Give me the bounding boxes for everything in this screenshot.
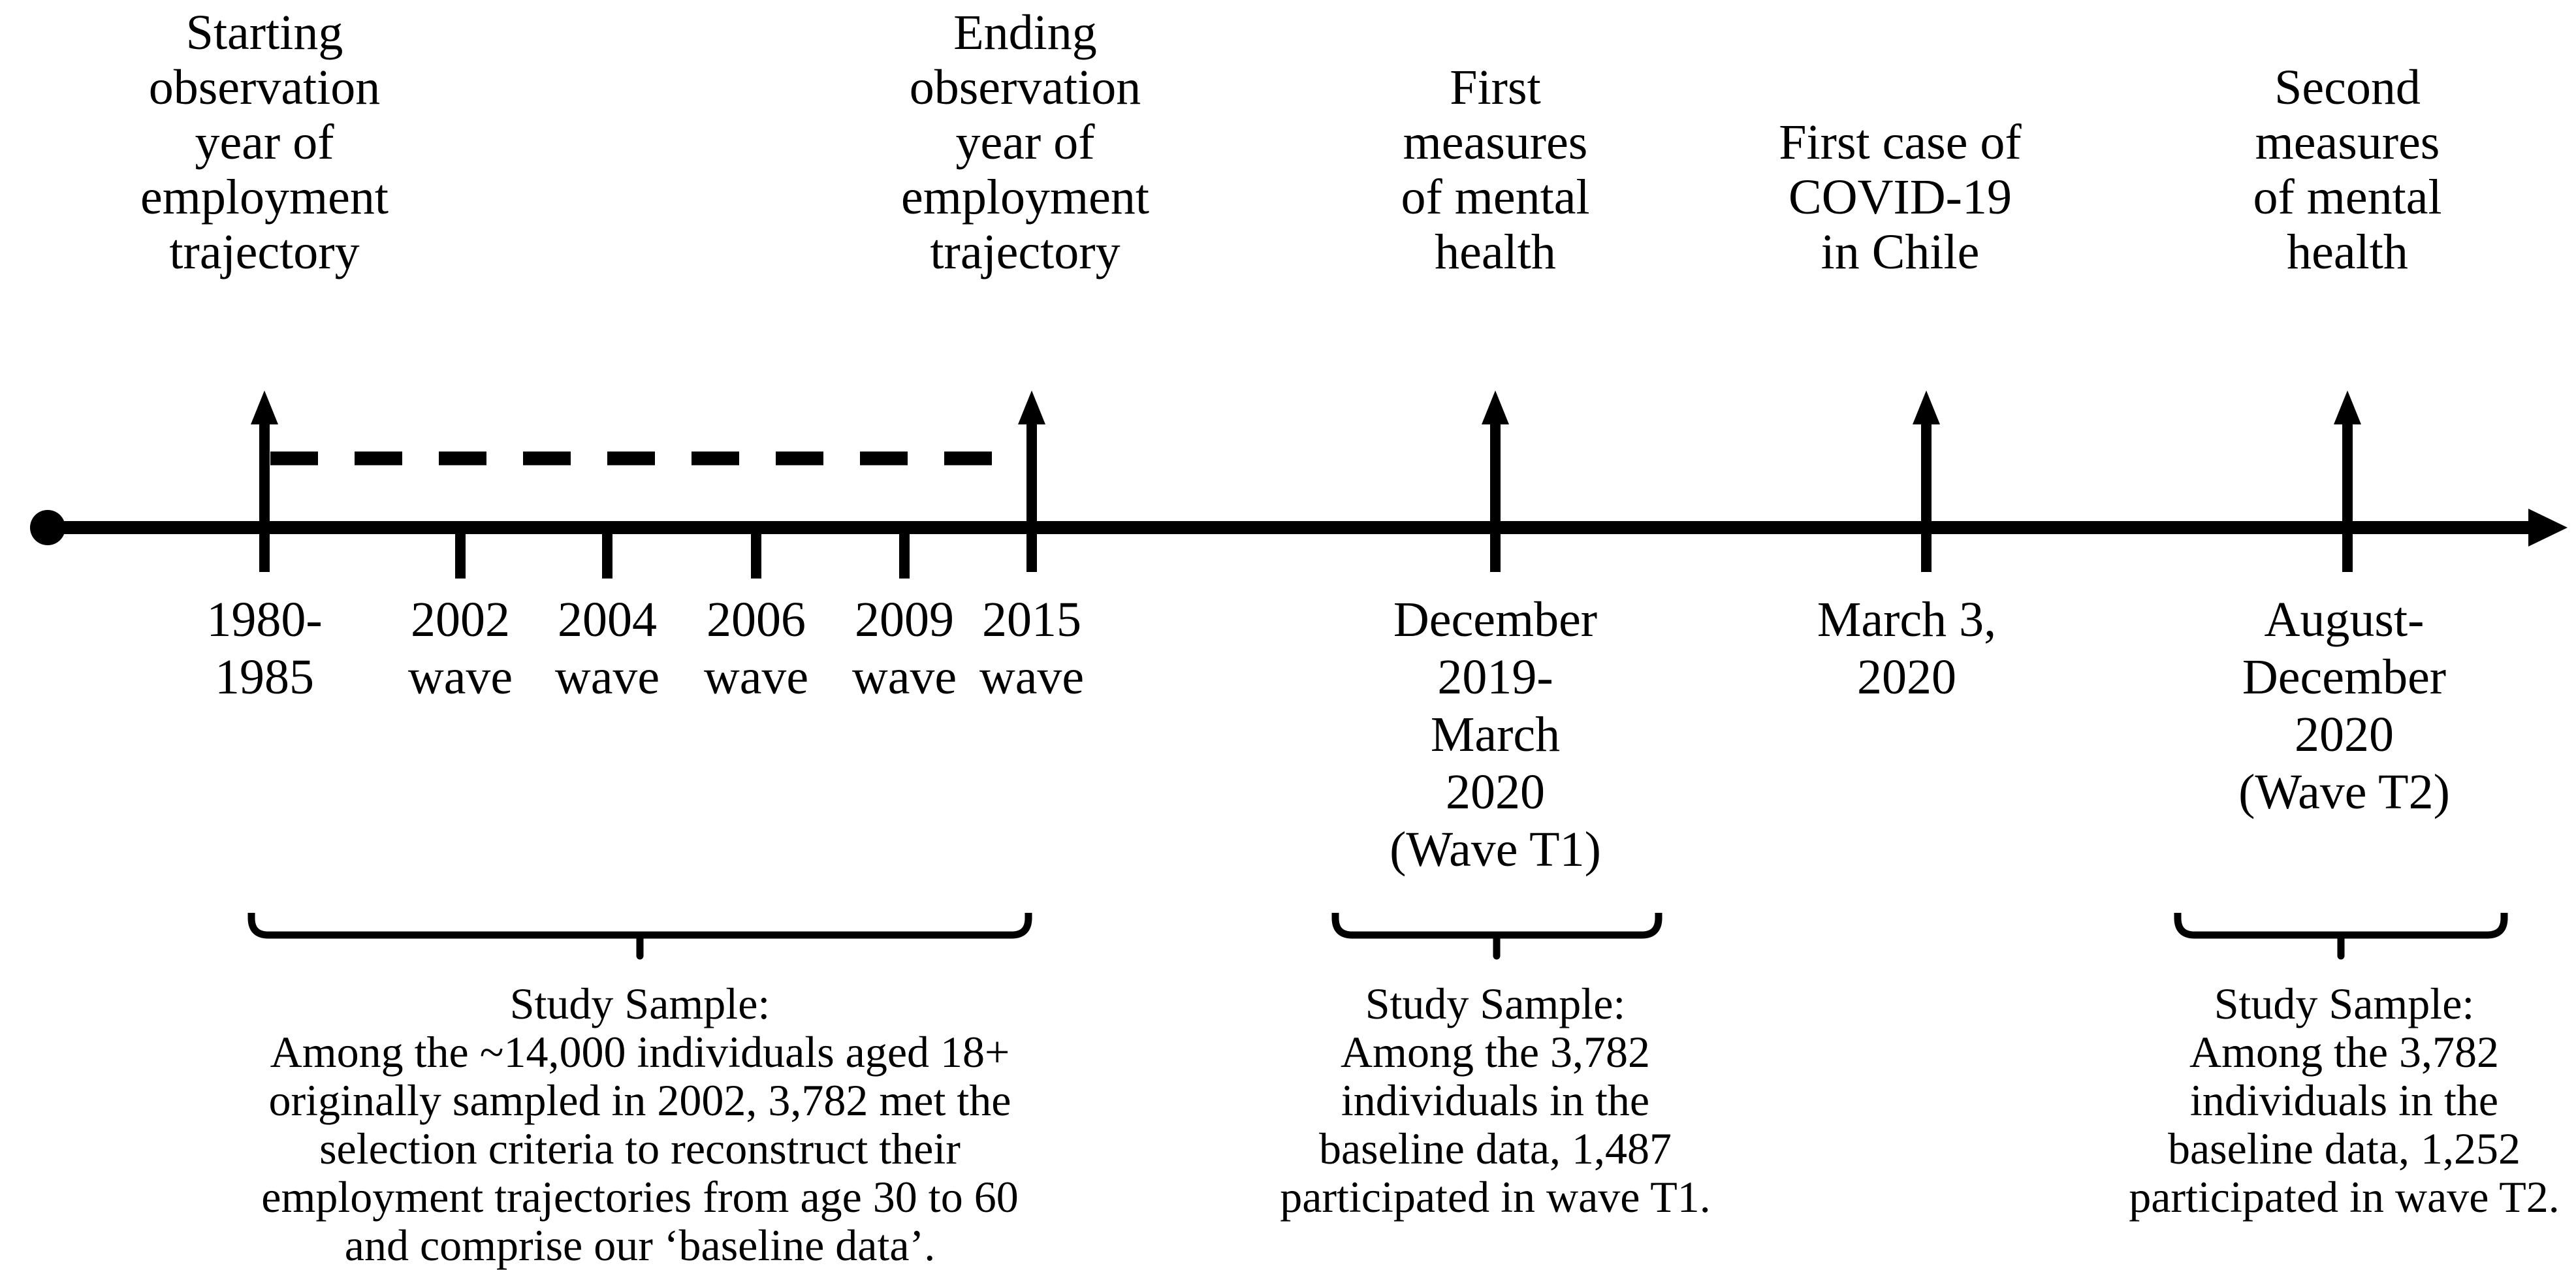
tick-label-2002-wave: 2002 wave xyxy=(407,592,513,705)
tick-label-wave-t1: December 2019- March 2020 (Wave T1) xyxy=(1390,592,1601,877)
event-arrow-wave-t1 xyxy=(1482,390,1509,572)
note-wave-t2-sample: Study Sample: Among the 3,782 individual… xyxy=(2129,979,2560,1222)
up-arrowhead-icon xyxy=(251,390,278,424)
tick-label-wave-t2: August- December 2020 (Wave T2) xyxy=(2238,592,2450,819)
brace-wave-t1-sample xyxy=(1331,913,1662,960)
label-first-measures: First measures of mental health xyxy=(1401,60,1590,279)
event-arrow-wave-t2 xyxy=(2334,390,2361,572)
tick-label-march-3-2020: March 3, 2020 xyxy=(1817,592,1997,705)
note-wave-t1-sample: Study Sample: Among the 3,782 individual… xyxy=(1280,979,1711,1222)
label-first-case-covid: First case of COVID-19 in Chile xyxy=(1779,115,2022,279)
up-arrowhead-icon xyxy=(1018,390,1045,424)
timeline-axis-arrowhead-icon xyxy=(2528,509,2568,547)
label-second-measures: Second measures of mental health xyxy=(2253,60,2442,279)
brace-baseline-sample xyxy=(247,913,1032,960)
label-starting-observation: Starting observation year of employment … xyxy=(140,5,389,279)
label-ending-observation: Ending observation year of employment tr… xyxy=(901,5,1149,279)
note-baseline-sample: Study Sample: Among the ~14,000 individu… xyxy=(261,979,1019,1270)
event-arrow-covid-first-case xyxy=(1913,390,1940,572)
up-arrowhead-icon xyxy=(1482,390,1509,424)
up-arrowhead-icon xyxy=(1913,390,1940,424)
tick-label-2006-wave: 2006 wave xyxy=(703,592,809,705)
event-arrow-end-observation xyxy=(1018,390,1045,572)
tick-label-1980-1985: 1980- 1985 xyxy=(206,592,323,705)
brace-wave-t2-sample xyxy=(2174,913,2508,960)
tick-label-2009-wave: 2009 wave xyxy=(851,592,957,705)
event-arrow-start-observation xyxy=(251,390,278,572)
tick-label-2015-wave: 2015 wave xyxy=(979,592,1085,705)
tick-label-2004-wave: 2004 wave xyxy=(554,592,660,705)
up-arrowhead-icon xyxy=(2334,390,2361,424)
